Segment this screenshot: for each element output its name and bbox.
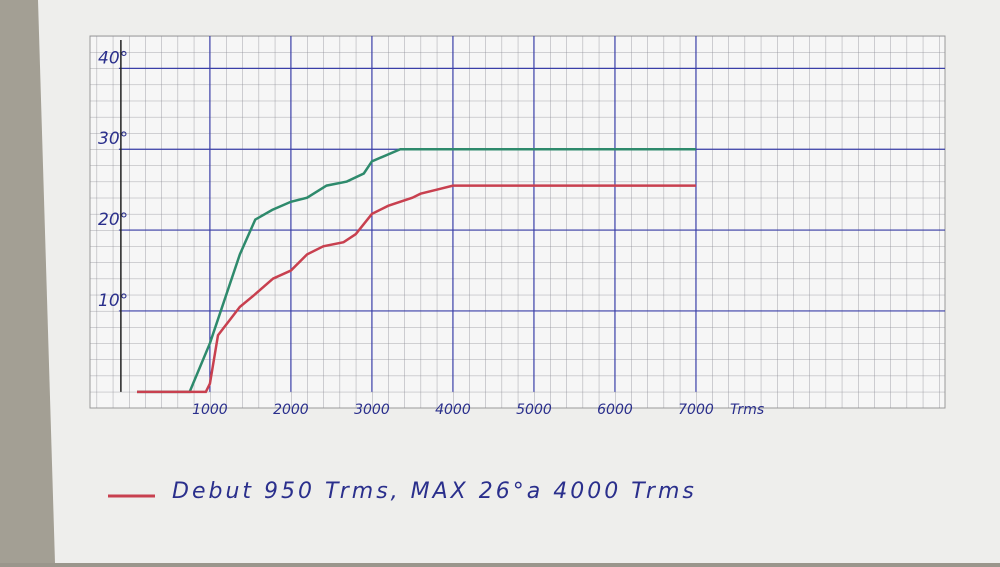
x-tick-label: 7000 [678,402,714,418]
x-tick-label: 1000 [192,402,228,418]
x-tick-label: 6000 [597,402,633,418]
x-tick-label: 4000 [435,402,471,418]
y-tick-label: 30° [98,129,128,149]
line [136,184,696,394]
y-tick-label: 10° [98,291,128,311]
y-tick-label: 40° [98,48,128,68]
x-tick-label: 5000 [516,402,552,418]
x-tick-label: 2000 [273,402,309,418]
annotation: Debut 950 Trms, MAX 26°a 4000 Trms [172,479,697,504]
minor-grid [90,36,945,408]
line [136,147,696,394]
x-tick-label: 3000 [354,402,390,418]
x-axis-label: Trms [730,402,764,418]
y-tick-label: 20° [98,210,128,230]
